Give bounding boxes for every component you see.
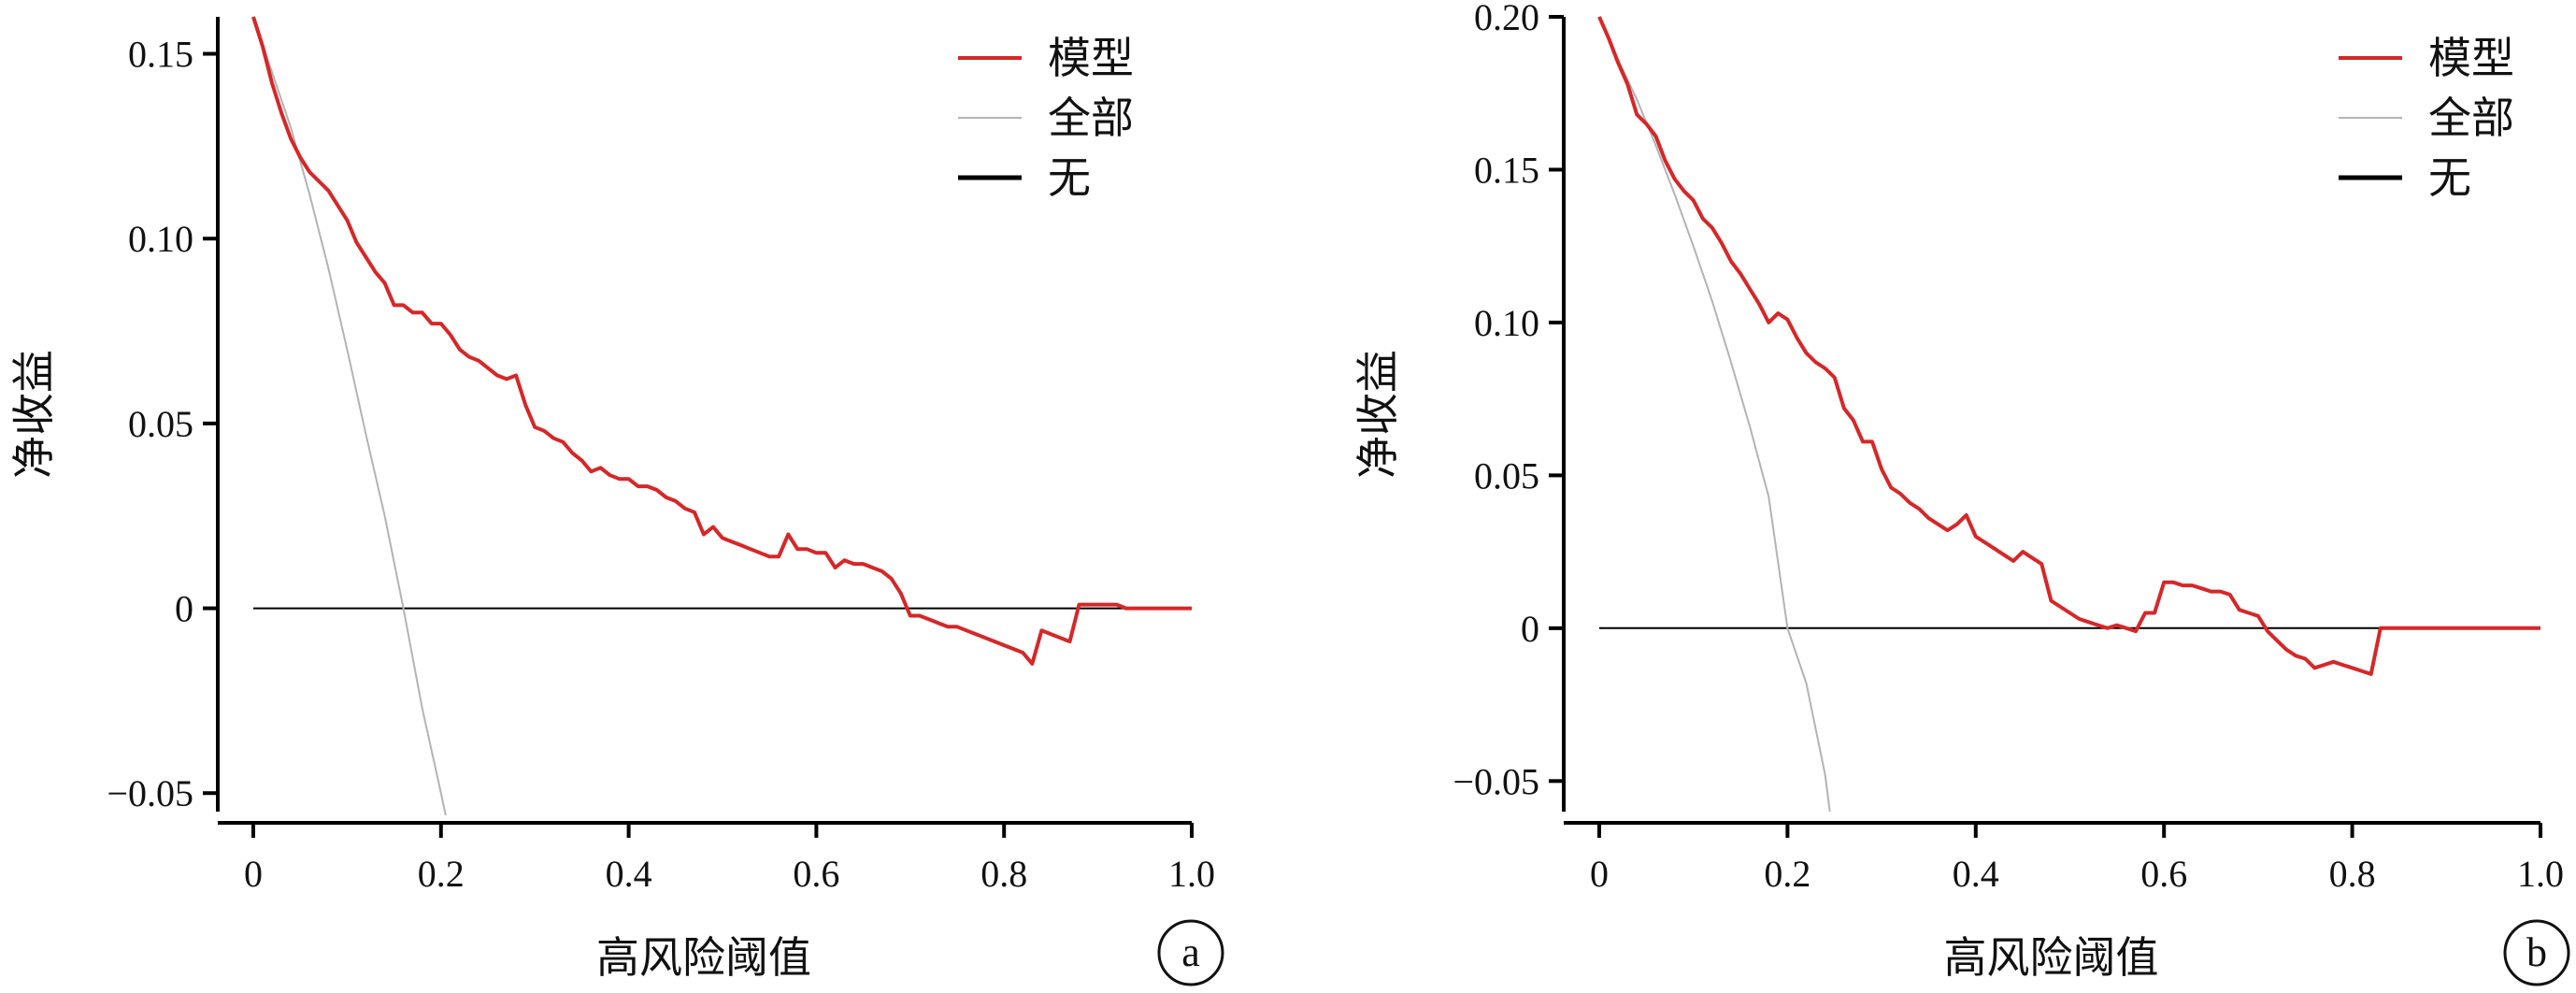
x-tick-label: 0.8 [2329,853,2376,895]
x-tick-label: 0 [1590,853,1609,895]
y-tick-label: 0.20 [1474,0,1539,38]
panel-label: b [2526,929,2547,975]
legend-label-model: 模型 [2428,33,2514,83]
y-tick-label: −0.05 [1453,760,1539,802]
x-tick-label: 0 [244,853,263,895]
y-axis-title: 净收益 [1352,350,1403,479]
series-line-all [252,16,447,816]
y-tick-label: 0 [175,588,193,630]
y-tick-label: 0.15 [1474,149,1539,191]
legend-label-none: 无 [2428,152,2471,203]
x-tick-label: 0.4 [606,853,652,895]
y-tick-label: 0 [1521,608,1539,650]
legend-label-none: 无 [1048,152,1091,203]
series-line-model [251,16,1192,666]
chart-panel-b: −0.05 0 0.05 0.10 0.15 0.20 0 0.2 0.4 0.6 0.8 1.0 高风… [1352,0,2570,986]
y-axis-title: 净收益 [8,350,59,479]
x-tick-label: 0.4 [1953,853,1999,895]
panel-label-circle [2503,919,2570,986]
legend-label-all: 全部 [1048,93,1134,143]
y-tick-label: 0.10 [128,218,193,260]
x-tick-label: 0.2 [1764,853,1810,895]
x-tick-label: 1.0 [1168,853,1215,895]
legend-label-all: 全部 [2428,93,2514,143]
panel-label: a [1181,929,1200,975]
x-axis-title: 高风险阈值 [1944,932,2159,983]
legend-label-model: 模型 [1048,33,1134,83]
chart-panel-a: −0.05 0 0.05 0.10 0.15 0 0.2 0.4 0.6 0.8 1.0 高风险阈值 净… [8,16,1224,986]
x-tick-label: 0.6 [2140,853,2187,895]
y-tick-label: −0.05 [107,772,193,814]
panel-label-circle [1157,919,1224,986]
x-axis-title: 高风险阈值 [596,932,811,983]
series-line-all [1598,16,1831,813]
x-tick-label: 1.0 [2517,853,2564,895]
y-tick-label: 0.10 [1474,302,1539,344]
x-tick-label: 0.2 [418,853,465,895]
x-tick-label: 0.8 [980,853,1027,895]
x-tick-label: 0.6 [793,853,839,895]
y-tick-label: 0.15 [128,34,193,76]
y-tick-label: 0.05 [1474,454,1539,496]
y-tick-label: 0.05 [128,403,193,445]
series-line-model [1597,16,2540,676]
